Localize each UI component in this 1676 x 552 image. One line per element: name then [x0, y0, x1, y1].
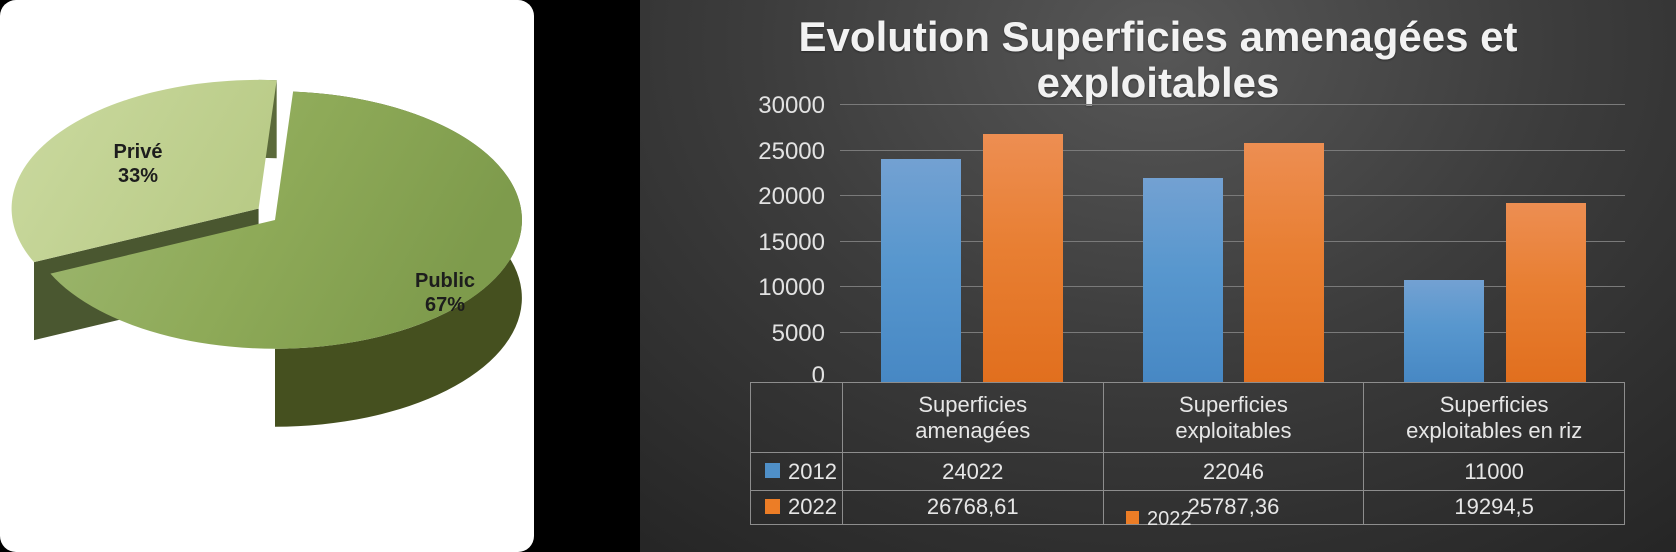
svg-text:33%: 33%	[118, 165, 158, 187]
svg-text:Public: Public	[415, 270, 475, 292]
svg-text:67%: 67%	[425, 294, 465, 316]
svg-text:Privé: Privé	[114, 141, 163, 163]
